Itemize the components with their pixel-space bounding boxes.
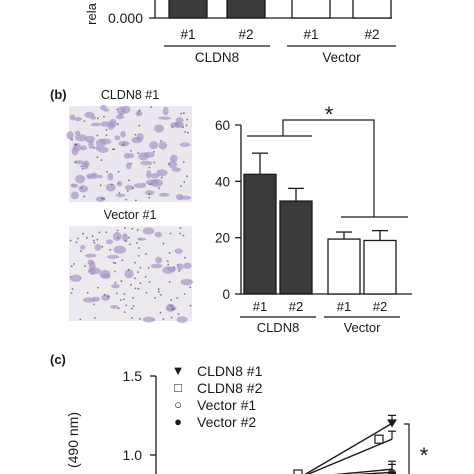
panel-a-ytick-0: 0.000: [108, 10, 143, 26]
significance-bracket-c: [404, 423, 410, 474]
panel-c-ylabel: (490 nm): [65, 412, 81, 468]
panel-a-ylabel: rela: [84, 2, 99, 24]
legend-marker-icon: ●: [174, 414, 182, 429]
panel-c-point: [374, 434, 384, 444]
panel-c-point: [293, 469, 303, 474]
panel-b-ytick-label: 0: [222, 287, 230, 302]
panel-b-label: (b): [50, 87, 67, 102]
panel-a-tick-label: #1: [180, 27, 195, 42]
panel-b-ytick-label: 60: [215, 118, 230, 133]
panel-b-tick-label: #1: [337, 299, 351, 314]
panel-c-point: [387, 419, 397, 428]
panel-b-ytick-label: 20: [215, 231, 230, 246]
panel-b: (b) CLDN8 #1 Vector #1 0 20 40 60 * #1 #2 #1 #…: [50, 87, 412, 335]
panel-c-ytick-1.0: 1.0: [123, 447, 143, 463]
significance-star-c: *: [420, 443, 429, 468]
micrograph-vector: [69, 226, 194, 323]
panel-c: (c) (490 nm) 1.5 1.0 ▼ CLDN8 #1 □ CLDN8 #2 ○…: [50, 352, 429, 474]
image-label-cldn8: CLDN8 #1: [101, 88, 159, 102]
legend-entry: CLDN8 #2: [197, 380, 263, 396]
panel-b-ytick-label: 40: [215, 174, 230, 189]
panel-b-bar: [279, 200, 313, 295]
legend-entry: Vector #1: [197, 397, 256, 413]
panel-c-series-line: [304, 422, 393, 474]
panel-b-bar: [363, 239, 397, 295]
legend-marker-icon: ○: [174, 397, 182, 412]
panel-c-point: [388, 470, 396, 474]
panel-a-tick-label: #2: [238, 27, 253, 42]
panel-b-tick-label: #2: [373, 299, 387, 314]
panel-b-group-label: Vector: [344, 320, 382, 335]
panel-a-bar: [352, 0, 392, 19]
panel-a-group-label: CLDN8: [195, 50, 239, 65]
panel-b-tick-label: #1: [253, 299, 267, 314]
panel-b-tick-label: #2: [289, 299, 303, 314]
panel-b-bar: [243, 173, 277, 295]
legend-entry: Vector #2: [197, 414, 256, 430]
micrograph-cldn8: [66, 104, 192, 202]
panel-b-group-label: CLDN8: [257, 320, 300, 335]
legend-entry: CLDN8 #1: [197, 363, 263, 379]
image-label-vector: Vector #1: [104, 208, 157, 222]
panel-c-ytick-1.5: 1.5: [123, 368, 143, 384]
panel-a-bar: [291, 0, 331, 19]
panel-c-label: (c): [50, 352, 66, 367]
significance-bracket-b: [247, 119, 408, 218]
legend-marker-icon: ▼: [172, 363, 185, 378]
panel-a-bar: [226, 0, 266, 19]
panel-a: rela 0.000 #1 #2 #1 #2 CLDN8 Vector: [84, 0, 396, 65]
panel-a-tick-label: #2: [364, 27, 379, 42]
panel-a-bar: [168, 0, 208, 19]
panel-c-series-line: [353, 471, 393, 474]
panel-c-series-line: [306, 438, 393, 474]
legend-marker-icon: □: [174, 380, 182, 395]
panel-b-bar: [327, 238, 361, 295]
significance-star-b: *: [325, 102, 334, 127]
panel-a-group-label: Vector: [322, 50, 361, 65]
panel-a-tick-label: #1: [303, 27, 318, 42]
